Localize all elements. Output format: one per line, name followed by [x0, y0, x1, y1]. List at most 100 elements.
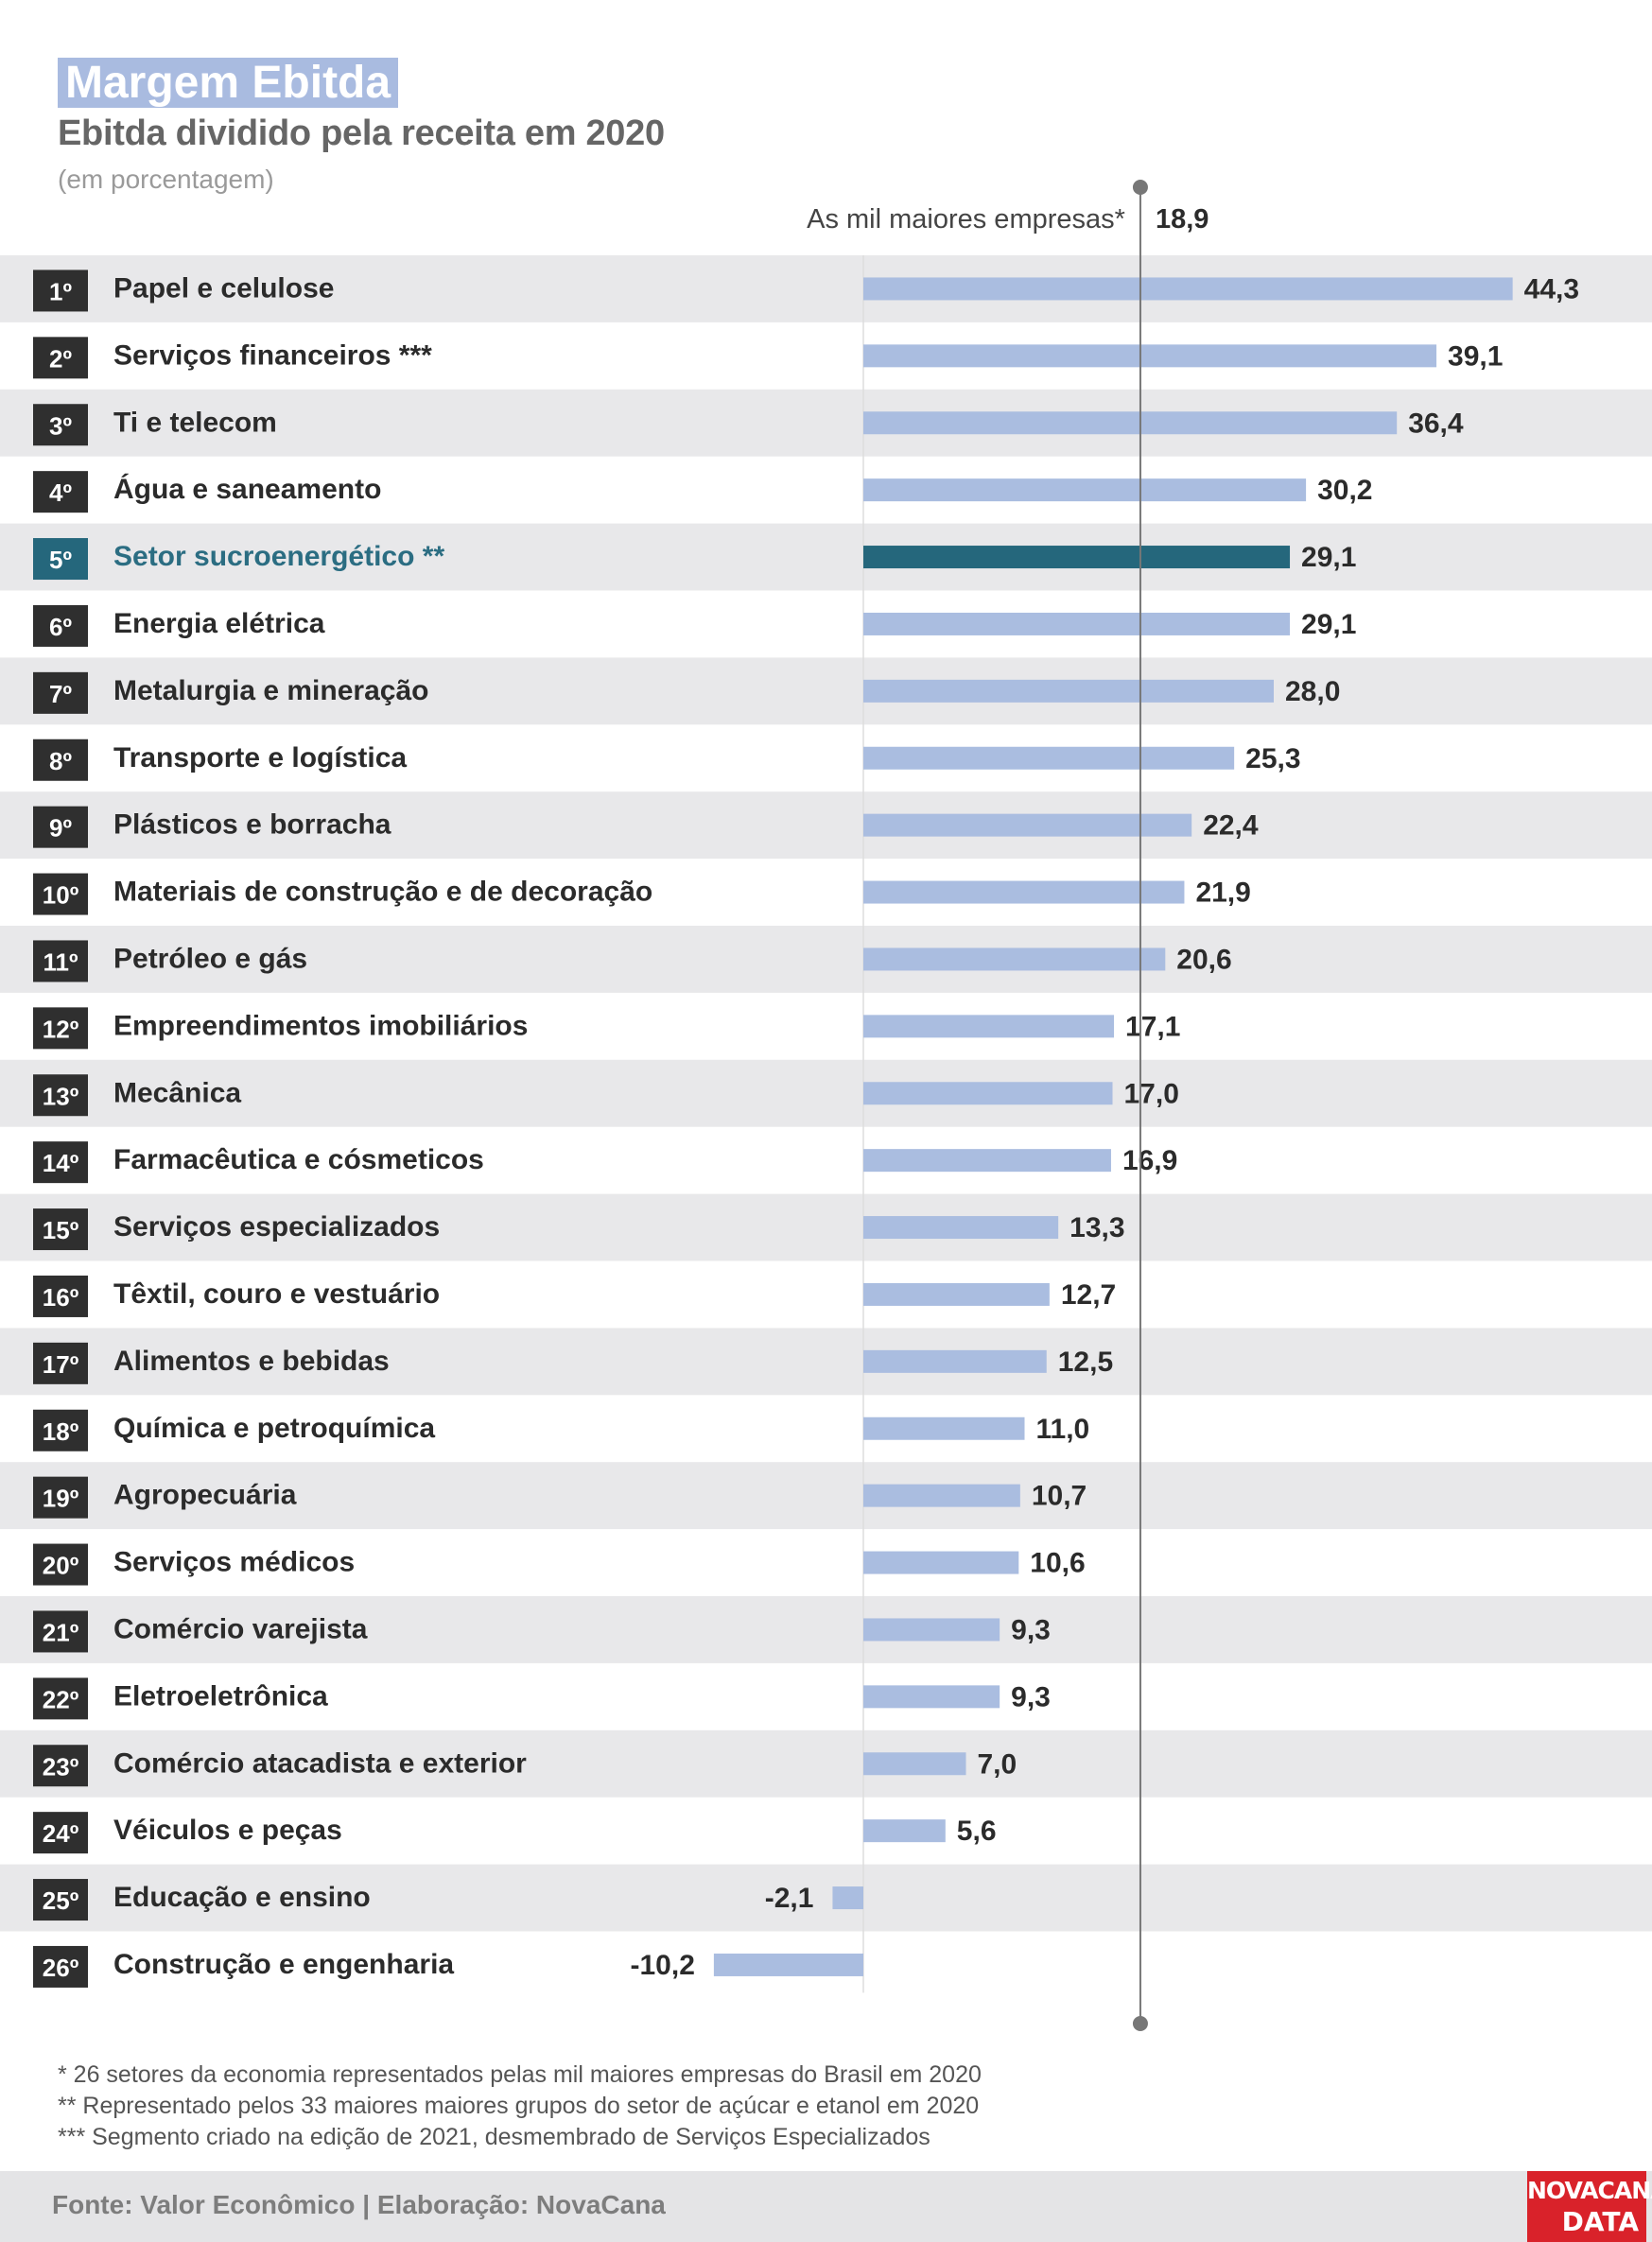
category-label: Petróleo e gás — [113, 943, 307, 974]
rank-label: 10º — [43, 881, 79, 910]
value-label: 13,3 — [1069, 1212, 1124, 1243]
value-label: 5,6 — [957, 1816, 997, 1847]
rank-badge — [33, 404, 88, 446]
novacana-logo: NOVACANA DATA — [1527, 2171, 1652, 2242]
rank-label: 16º — [43, 1283, 79, 1312]
rank-label: 20º — [43, 1552, 79, 1580]
rank-badge — [33, 873, 88, 915]
rank-label: 12º — [43, 1015, 79, 1043]
logo-line: NOVACANA — [1527, 2177, 1652, 2204]
rank-badge — [33, 337, 88, 379]
rank-label: 17º — [43, 1350, 79, 1379]
footnote: *** Segmento criado na edição de 2021, d… — [58, 2124, 930, 2150]
value-label: 12,7 — [1061, 1279, 1116, 1311]
bar — [863, 1752, 966, 1776]
rank-label: 2º — [49, 344, 72, 373]
bar — [863, 813, 1192, 837]
rank-badge — [33, 1745, 88, 1787]
row-stripe — [0, 1193, 1652, 1261]
rank-label: 22º — [43, 1685, 79, 1713]
value-label: 29,1 — [1301, 542, 1356, 573]
rank-label: 18º — [43, 1417, 79, 1446]
reference-line-cap — [1132, 180, 1148, 195]
rank-badge — [33, 671, 88, 714]
footer: Fonte: Valor Econômico | Elaboração: Nov… — [0, 2171, 1652, 2242]
value-label: 17,1 — [1125, 1011, 1180, 1042]
reference-line-cap — [1132, 2016, 1148, 2031]
category-label: Água e saneamento — [113, 473, 381, 505]
rank-label: 19º — [43, 1485, 79, 1513]
rank-label: 24º — [43, 1819, 79, 1848]
bar — [832, 1886, 863, 1910]
rank-badge — [33, 1275, 88, 1317]
bar — [863, 277, 1513, 301]
bar — [863, 746, 1235, 770]
category-label: Serviços especializados — [113, 1211, 440, 1243]
bar — [863, 411, 1398, 435]
rank-badge — [33, 471, 88, 513]
rank-label: 26º — [43, 1954, 79, 1982]
footnote: ** Representado pelos 33 maiores maiores… — [58, 2093, 980, 2119]
rank-label: 8º — [49, 747, 72, 775]
category-label: Agropecuária — [113, 1480, 297, 1511]
rank-badge — [33, 1074, 88, 1117]
rank-badge — [33, 1342, 88, 1384]
rank-label: 5º — [49, 546, 72, 574]
category-label: Materiais de construção e de decoração — [113, 877, 652, 908]
rank-badge — [33, 1476, 88, 1519]
rank-badge — [33, 1945, 88, 1988]
rank-label: 25º — [43, 1886, 79, 1915]
bar — [863, 1282, 1050, 1306]
value-label: 21,9 — [1195, 878, 1250, 909]
row-stripe — [0, 657, 1652, 725]
rank-label: 9º — [49, 814, 72, 843]
row-stripe — [0, 1729, 1652, 1798]
row-stripe — [0, 926, 1652, 993]
value-label: 9,3 — [1011, 1614, 1051, 1645]
value-label: 36,4 — [1408, 408, 1464, 439]
bar — [863, 1685, 1000, 1709]
bar — [863, 1551, 1019, 1574]
category-label: Setor sucroenergético ** — [113, 541, 444, 572]
chart-subtitle: Ebitda dividido pela receita em 2020 — [58, 113, 665, 153]
rank-badge — [33, 1879, 88, 1921]
value-label: 39,1 — [1448, 340, 1503, 372]
value-label: 44,3 — [1524, 273, 1579, 304]
value-label: 22,4 — [1203, 810, 1259, 842]
value-label: 29,1 — [1301, 609, 1356, 640]
rank-label: 7º — [49, 680, 72, 708]
rank-badge — [33, 1409, 88, 1451]
category-label: Papel e celulose — [113, 272, 334, 304]
category-label: Plásticos e borracha — [113, 809, 391, 841]
category-label: Eletroeletrônica — [113, 1680, 328, 1712]
rank-badge — [33, 269, 88, 312]
category-label: Comércio varejista — [113, 1613, 368, 1644]
row-stripe — [0, 1328, 1652, 1396]
value-label: 25,3 — [1245, 743, 1300, 774]
row-stripe — [0, 1059, 1652, 1127]
bar — [863, 1349, 1047, 1373]
bar — [863, 1416, 1025, 1440]
rank-badge — [33, 1610, 88, 1653]
logo-line: DATA — [1561, 2206, 1639, 2237]
chart-title: Margem Ebitda — [58, 58, 399, 108]
footnotes: * 26 setores da economia representados p… — [58, 2060, 982, 2153]
rank-badge — [33, 1543, 88, 1586]
bar — [863, 1819, 946, 1843]
rank-label: 6º — [49, 613, 72, 641]
row-stripe — [0, 1462, 1652, 1530]
category-label: Metalurgia e mineração — [113, 675, 428, 706]
rank-badge — [33, 1677, 88, 1720]
bar — [863, 880, 1185, 904]
row-stripe — [0, 1596, 1652, 1663]
rank-label: 11º — [43, 947, 78, 976]
bar — [863, 546, 1291, 569]
rank-label: 14º — [43, 1149, 79, 1177]
row-stripe — [0, 791, 1652, 860]
rank-badge — [33, 1208, 88, 1251]
footnote: * 26 setores da economia representados p… — [58, 2061, 982, 2088]
rank-badge — [33, 604, 88, 647]
category-label: Transporte e logística — [113, 742, 407, 773]
rank-label: 1º — [49, 277, 72, 305]
bar — [863, 1149, 1111, 1173]
